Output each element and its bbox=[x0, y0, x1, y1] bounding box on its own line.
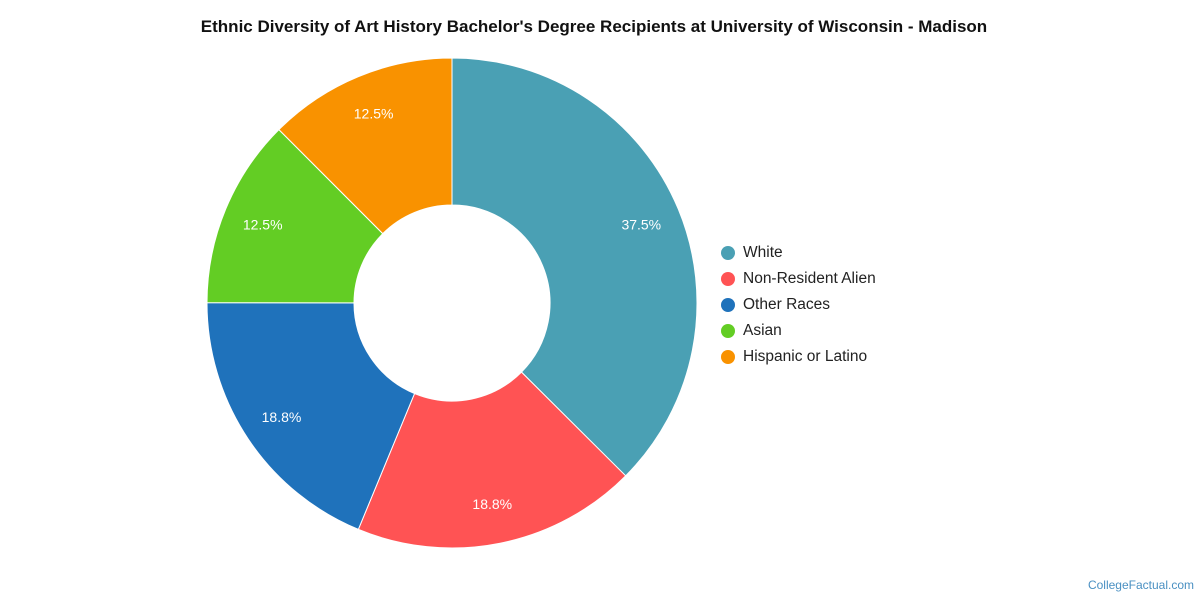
slice-asian[interactable] bbox=[206, 128, 384, 304]
slice-other-races[interactable] bbox=[206, 302, 416, 531]
slice-label-asian: 12.5% bbox=[243, 216, 283, 232]
legend-swatch-asian bbox=[721, 324, 735, 338]
slice-white[interactable] bbox=[451, 57, 698, 477]
legend-item-non-resident-alien[interactable]: Non-Resident Alien bbox=[721, 266, 876, 292]
legend-swatch-non-resident-alien bbox=[721, 272, 735, 286]
legend-label-non-resident-alien: Non-Resident Alien bbox=[743, 270, 876, 287]
legend-item-hispanic-or-latino[interactable]: Hispanic or Latino bbox=[721, 344, 876, 370]
slice-label-other-races: 18.8% bbox=[262, 409, 302, 425]
legend-item-white[interactable]: White bbox=[721, 240, 876, 266]
legend-swatch-other-races bbox=[721, 298, 735, 312]
slice-hispanic-or-latino[interactable] bbox=[278, 57, 453, 235]
legend-label-white: White bbox=[743, 244, 783, 261]
legend-label-other-races: Other Races bbox=[743, 296, 831, 313]
legend-swatch-hispanic-or-latino bbox=[721, 350, 735, 364]
chart-title: Ethnic Diversity of Art History Bachelor… bbox=[200, 17, 988, 36]
legend-label-hispanic-or-latino: Hispanic or Latino bbox=[743, 348, 868, 365]
legend-label-asian: Asian bbox=[743, 322, 782, 339]
legend-item-asian[interactable]: Asian bbox=[721, 318, 876, 344]
legend-item-other-races[interactable]: Other Races bbox=[721, 292, 876, 318]
source-credit[interactable]: CollegeFactual.com bbox=[1087, 578, 1194, 592]
slice-label-non-resident-alien: 18.8% bbox=[472, 496, 512, 512]
slice-non-resident-alien[interactable] bbox=[357, 371, 627, 549]
legend-swatch-white bbox=[721, 246, 735, 260]
legend: White Non-Resident Alien Other Races Asian H… bbox=[721, 240, 876, 370]
slice-label-hispanic-or-latino: 12.5% bbox=[354, 106, 394, 122]
slice-label-white: 37.5% bbox=[621, 216, 661, 232]
